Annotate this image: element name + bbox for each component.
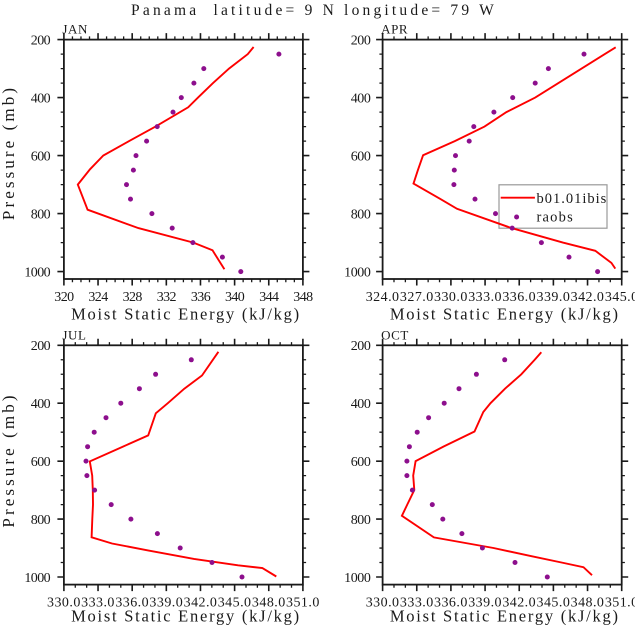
svg-text:348: 348 — [293, 290, 313, 305]
svg-text:345.0: 345.0 — [218, 596, 252, 611]
svg-text:333.0: 333.0 — [400, 596, 434, 611]
svg-text:348.0: 348.0 — [252, 596, 286, 611]
svg-text:200: 200 — [351, 339, 371, 354]
svg-text:330.0: 330.0 — [434, 290, 468, 305]
svg-text:344: 344 — [259, 290, 279, 305]
svg-text:339.0: 339.0 — [537, 290, 571, 305]
svg-text:342.0: 342.0 — [184, 596, 218, 611]
svg-text:200: 200 — [31, 339, 51, 354]
svg-text:200: 200 — [351, 33, 371, 48]
svg-text:600: 600 — [31, 455, 51, 470]
svg-text:348.0: 348.0 — [571, 596, 605, 611]
svg-text:600: 600 — [351, 149, 371, 164]
svg-text:333.0: 333.0 — [81, 596, 115, 611]
svg-text:400: 400 — [351, 91, 371, 106]
svg-text:342.0: 342.0 — [502, 596, 536, 611]
svg-text:330.0: 330.0 — [47, 596, 81, 611]
svg-text:328: 328 — [123, 290, 143, 305]
svg-text:1000: 1000 — [24, 571, 50, 586]
svg-text:Moist Static Energy (kJ/kg): Moist Static Energy (kJ/kg) — [71, 304, 301, 323]
svg-text:400: 400 — [31, 91, 51, 106]
svg-text:Pressure (mb): Pressure (mb) — [0, 85, 18, 220]
svg-text:800: 800 — [31, 513, 51, 528]
svg-text:320: 320 — [54, 290, 74, 305]
svg-text:340: 340 — [225, 290, 245, 305]
svg-text:1000: 1000 — [24, 265, 50, 280]
svg-text:336.0: 336.0 — [115, 596, 149, 611]
svg-text:345.0: 345.0 — [537, 596, 571, 611]
svg-text:333.0: 333.0 — [468, 290, 502, 305]
svg-text:Moist Static Energy (kJ/kg): Moist Static Energy (kJ/kg) — [390, 606, 620, 625]
svg-text:1000: 1000 — [344, 265, 371, 280]
svg-text:336: 336 — [191, 290, 211, 305]
svg-text:324: 324 — [88, 290, 108, 305]
svg-text:339.0: 339.0 — [468, 596, 502, 611]
svg-text:600: 600 — [31, 149, 51, 164]
svg-text:400: 400 — [31, 397, 51, 412]
svg-text:600: 600 — [351, 455, 371, 470]
svg-text:raobs: raobs — [537, 209, 574, 225]
svg-text:330.0: 330.0 — [366, 596, 400, 611]
svg-text:Panama latitude= 9 N longitud: Panama latitude= 9 N longitude= 79 W — [131, 2, 497, 19]
svg-text:Moist Static Energy (kJ/kg): Moist Static Energy (kJ/kg) — [390, 304, 620, 323]
svg-text:800: 800 — [31, 207, 51, 222]
svg-text:351.0: 351.0 — [605, 596, 635, 611]
svg-text:400: 400 — [351, 397, 371, 412]
svg-text:1000: 1000 — [344, 571, 371, 586]
svg-text:Moist Static Energy (kJ/kg): Moist Static Energy (kJ/kg) — [71, 606, 301, 625]
svg-text:327.0: 327.0 — [400, 290, 434, 305]
svg-text:Pressure (mb): Pressure (mb) — [0, 392, 18, 527]
svg-text:351.0: 351.0 — [286, 596, 320, 611]
svg-text:800: 800 — [351, 513, 371, 528]
svg-text:b01.01ibis: b01.01ibis — [537, 191, 608, 207]
svg-text:342.0: 342.0 — [571, 290, 605, 305]
svg-text:324.0: 324.0 — [366, 290, 400, 305]
svg-text:800: 800 — [351, 207, 371, 222]
svg-text:336.0: 336.0 — [434, 596, 468, 611]
svg-text:APR: APR — [381, 22, 408, 37]
svg-text:336.0: 336.0 — [502, 290, 536, 305]
svg-text:JUL: JUL — [62, 327, 86, 342]
svg-text:JAN: JAN — [62, 22, 88, 37]
svg-text:345.0: 345.0 — [605, 290, 635, 305]
svg-text:332: 332 — [157, 290, 177, 305]
svg-text:OCT: OCT — [381, 327, 409, 342]
svg-text:339.0: 339.0 — [149, 596, 183, 611]
svg-text:200: 200 — [31, 33, 51, 48]
